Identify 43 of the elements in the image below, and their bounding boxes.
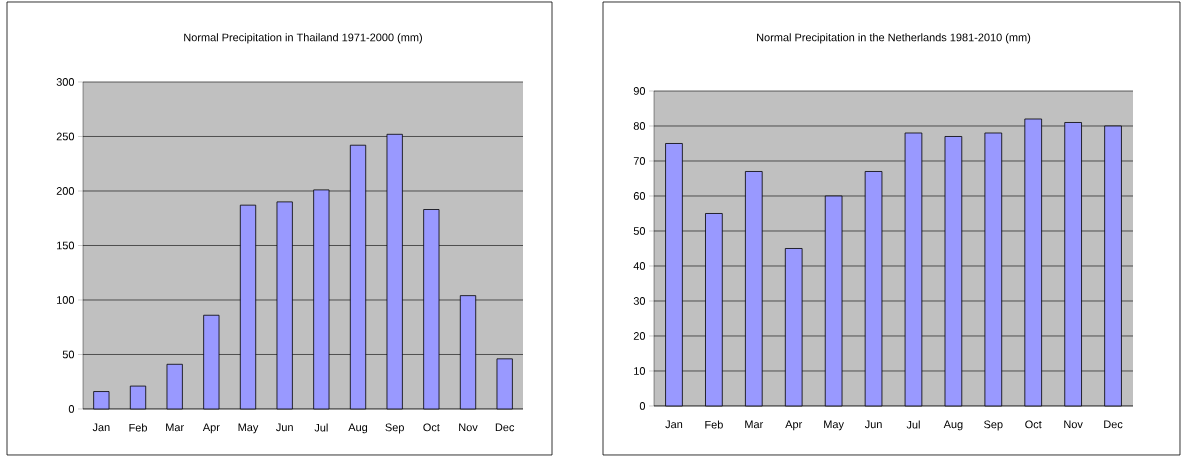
y-tick-label: 150 (57, 241, 75, 250)
y-tick-label: 100 (57, 296, 75, 304)
y-tick-label: 30 (633, 297, 646, 305)
y-tick-label: 40 (633, 262, 646, 270)
x-tick-label: May (238, 423, 259, 434)
chart-title: Normal Precipitation in Thailand 1971-2000 (mm) (184, 33, 422, 44)
x-tick-label: Jul (314, 423, 328, 432)
x-tick-label: Sep (385, 423, 404, 434)
y-tick-label: 90 (633, 87, 646, 95)
x-tick-label: Dec (1104, 420, 1123, 429)
x-tick-label: Mar (166, 423, 184, 432)
x-tick-label: Feb (129, 423, 147, 432)
x-tick-label: Mar (745, 420, 764, 429)
x-tick-label: Apr (785, 420, 803, 431)
x-tick-label: May (824, 420, 844, 431)
y-tick-label: 70 (633, 157, 646, 165)
x-tick-label: Jul (906, 420, 920, 429)
x-tick-label: Nov (459, 423, 478, 432)
y-tick-label: 250 (56, 132, 75, 141)
y-tick-label: 50 (62, 350, 75, 359)
y-tick-label: 0 (639, 402, 646, 410)
y-tick-label: 10 (634, 367, 646, 375)
y-tick-label: 20 (633, 332, 646, 340)
y-tick-label: 50 (633, 227, 646, 235)
y-tick-label: 300 (56, 78, 75, 86)
x-tick-label: Aug (348, 423, 368, 434)
x-tick-label: Oct (1025, 420, 1042, 429)
x-tick-label: Jun (276, 423, 293, 432)
x-tick-label: Sep (984, 420, 1003, 431)
x-tick-label: Dec (495, 423, 515, 432)
y-tick-label: 200 (56, 187, 75, 195)
x-tick-label: Oct (423, 423, 440, 432)
y-tick-label: 80 (633, 122, 646, 130)
x-tick-label: Jan (92, 423, 110, 432)
y-tick-label: 0 (68, 405, 75, 413)
x-tick-label: Jan (665, 420, 683, 429)
x-tick-label: Apr (202, 423, 220, 434)
x-tick-label: Aug (943, 420, 963, 431)
chart-title: Normal Precipitation in the Netherlands 1981-2010 (mm) (757, 33, 1031, 44)
y-tick-label: 60 (633, 192, 646, 200)
x-tick-label: Jun (864, 420, 882, 429)
x-tick-label: Nov (1064, 420, 1083, 429)
x-tick-label: Feb (705, 420, 723, 429)
